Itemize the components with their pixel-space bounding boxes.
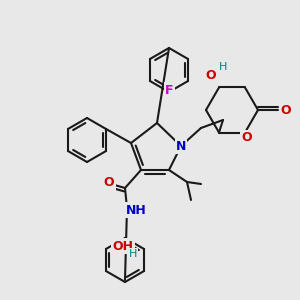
Text: O: O <box>281 103 291 116</box>
Text: H: H <box>129 249 137 259</box>
Text: N: N <box>176 140 186 152</box>
Text: O: O <box>242 131 252 144</box>
Text: H: H <box>219 62 227 73</box>
Text: O: O <box>104 176 114 190</box>
Text: F: F <box>165 83 173 97</box>
Text: NH: NH <box>126 203 146 217</box>
Text: OH: OH <box>112 239 134 253</box>
Text: O: O <box>206 69 216 82</box>
